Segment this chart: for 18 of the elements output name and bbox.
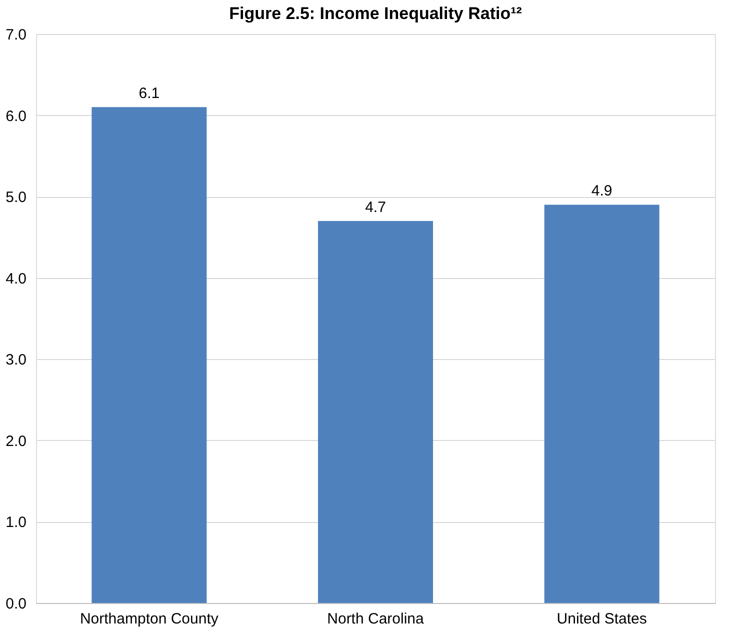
bar (544, 204, 660, 603)
y-tick-label: 2.0 (6, 432, 26, 450)
bar (92, 107, 207, 603)
x-tick-label: North Carolina (327, 610, 425, 628)
y-tick-label: 5.0 (6, 189, 26, 206)
x-tick-label: Northampton County (80, 610, 219, 628)
y-tick-label: 0.0 (6, 596, 26, 612)
data-label: 4.7 (365, 198, 386, 216)
y-tick-label: 6.0 (6, 108, 26, 125)
bar (318, 220, 433, 603)
chart-title: Figure 2.5: Income Inequality Ratio¹² (229, 4, 522, 23)
y-tick-label: 1.0 (6, 514, 26, 532)
data-label: 6.1 (138, 85, 160, 102)
data-label: 4.9 (591, 182, 612, 200)
y-tick-label: 7.0 (6, 26, 26, 44)
y-tick-label: 4.0 (6, 270, 26, 288)
y-tick-label: 3.0 (6, 352, 26, 369)
x-tick-label: United States (556, 610, 647, 628)
